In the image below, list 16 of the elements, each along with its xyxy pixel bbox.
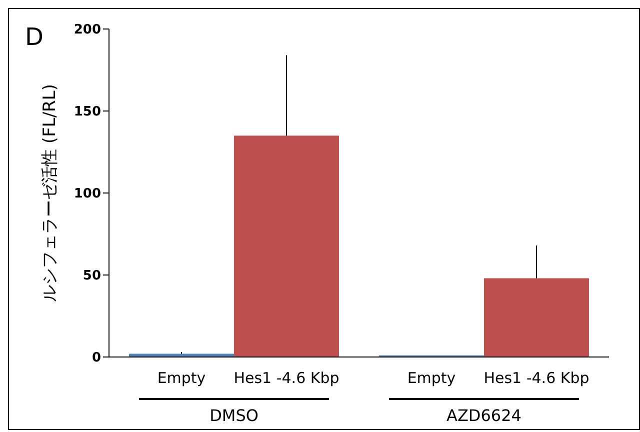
y-axis-title: ルシフェラーゼ活性 (FL/RL): [40, 84, 60, 302]
y-tick-label: 50: [82, 268, 101, 284]
series-label: Hes1 -4.6 Kbp: [234, 369, 340, 387]
y-tick-label: 100: [74, 186, 101, 202]
y-tick-label: 200: [74, 22, 101, 38]
bar: [129, 354, 234, 357]
text: Hes1 -4.6 Kbp: [484, 369, 590, 387]
series-label: Empty: [157, 369, 206, 387]
y-tick-label: 0: [92, 350, 101, 366]
x-tick-label: DMSO: [210, 406, 258, 425]
bar: [484, 278, 589, 357]
text: D: [25, 23, 44, 51]
x-tick-label: AZD6624: [446, 406, 522, 425]
text: Empty: [407, 369, 456, 387]
bar: [234, 136, 339, 357]
y-tick-label: 150: [74, 104, 101, 120]
